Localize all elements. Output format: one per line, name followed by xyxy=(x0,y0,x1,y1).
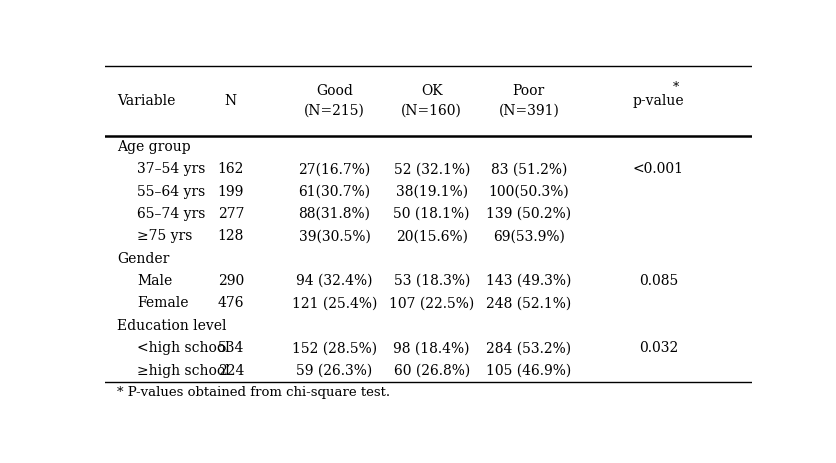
Text: Good
(N=215): Good (N=215) xyxy=(304,84,365,118)
Text: 534: 534 xyxy=(217,341,244,355)
Text: * P-values obtained from chi-square test.: * P-values obtained from chi-square test… xyxy=(117,386,390,399)
Text: 107 (22.5%): 107 (22.5%) xyxy=(389,296,474,311)
Text: <0.001: <0.001 xyxy=(633,163,684,176)
Text: Female: Female xyxy=(137,296,188,311)
Text: 162: 162 xyxy=(217,163,244,176)
Text: 27(16.7%): 27(16.7%) xyxy=(298,163,370,176)
Text: 61(30.7%): 61(30.7%) xyxy=(298,185,370,199)
Text: 128: 128 xyxy=(217,229,244,244)
Text: N: N xyxy=(225,94,237,108)
Text: 0.085: 0.085 xyxy=(639,274,678,288)
Text: Variable: Variable xyxy=(117,94,176,108)
Text: 59 (26.3%): 59 (26.3%) xyxy=(297,363,373,378)
Text: Education level: Education level xyxy=(117,319,227,333)
Text: 50 (18.1%): 50 (18.1%) xyxy=(394,207,470,221)
Text: 39(30.5%): 39(30.5%) xyxy=(298,229,370,244)
Text: *: * xyxy=(672,81,679,94)
Text: 69(53.9%): 69(53.9%) xyxy=(493,229,565,244)
Text: 52 (32.1%): 52 (32.1%) xyxy=(394,163,470,176)
Text: 60 (26.8%): 60 (26.8%) xyxy=(394,363,470,378)
Text: 121 (25.4%): 121 (25.4%) xyxy=(292,296,377,311)
Text: Male: Male xyxy=(137,274,172,288)
Text: 290: 290 xyxy=(217,274,244,288)
Text: 55–64 yrs: 55–64 yrs xyxy=(137,185,205,199)
Text: ≥75 yrs: ≥75 yrs xyxy=(137,229,192,244)
Text: 65–74 yrs: 65–74 yrs xyxy=(137,207,206,221)
Text: ≥high school: ≥high school xyxy=(137,363,230,378)
Text: 98 (18.4%): 98 (18.4%) xyxy=(394,341,470,355)
Text: Age group: Age group xyxy=(117,140,191,154)
Text: 105 (46.9%): 105 (46.9%) xyxy=(487,363,572,378)
Text: OK
(N=160): OK (N=160) xyxy=(401,84,462,118)
Text: Poor
(N=391): Poor (N=391) xyxy=(498,84,559,118)
Text: 143 (49.3%): 143 (49.3%) xyxy=(487,274,572,288)
Text: 100(50.3%): 100(50.3%) xyxy=(488,185,569,199)
Text: 476: 476 xyxy=(217,296,244,311)
Text: 88(31.8%): 88(31.8%) xyxy=(298,207,370,221)
Text: Gender: Gender xyxy=(117,252,170,266)
Text: 284 (53.2%): 284 (53.2%) xyxy=(487,341,572,355)
Text: 94 (32.4%): 94 (32.4%) xyxy=(296,274,373,288)
Text: 20(15.6%): 20(15.6%) xyxy=(395,229,467,244)
Text: 224: 224 xyxy=(217,363,244,378)
Text: 37–54 yrs: 37–54 yrs xyxy=(137,163,206,176)
Text: 139 (50.2%): 139 (50.2%) xyxy=(487,207,572,221)
Text: 248 (52.1%): 248 (52.1%) xyxy=(487,296,572,311)
Text: 152 (28.5%): 152 (28.5%) xyxy=(292,341,377,355)
Text: 0.032: 0.032 xyxy=(639,341,678,355)
Text: <high school: <high school xyxy=(137,341,230,355)
Text: 53 (18.3%): 53 (18.3%) xyxy=(394,274,470,288)
Text: 83 (51.2%): 83 (51.2%) xyxy=(491,163,567,176)
Text: p-value: p-value xyxy=(633,94,685,108)
Text: 38(19.1%): 38(19.1%) xyxy=(395,185,468,199)
Text: 199: 199 xyxy=(217,185,244,199)
Text: 277: 277 xyxy=(217,207,244,221)
